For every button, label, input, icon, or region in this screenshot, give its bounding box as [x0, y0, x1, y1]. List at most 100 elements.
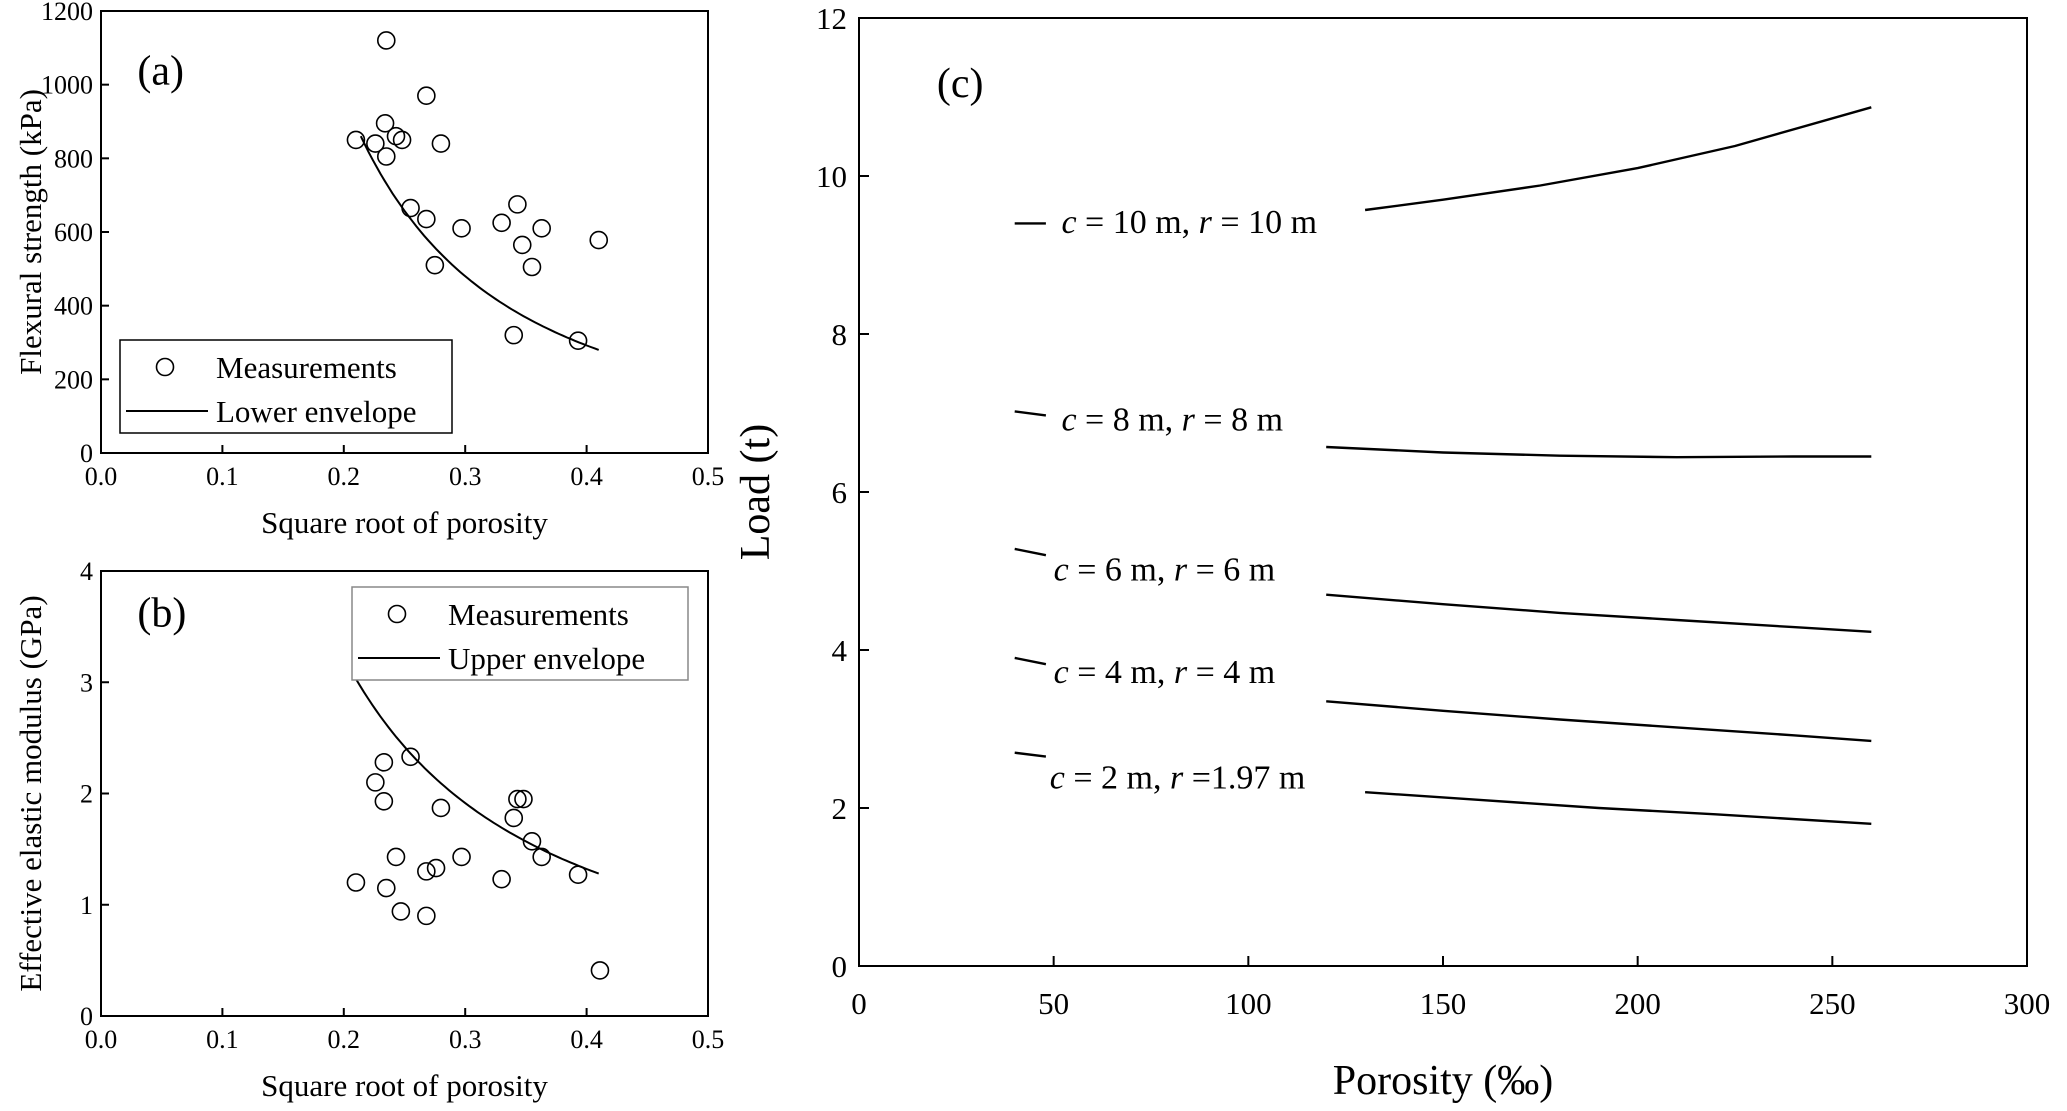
x-tick-label: 0: [851, 986, 867, 1021]
legend-entry-envelope: Lower envelope: [216, 394, 417, 429]
y-tick-label: 3: [80, 668, 93, 697]
load-curve: [1014, 547, 1047, 557]
data-point: [374, 753, 394, 772]
curve-label: c = 2 m, r =1.97 m: [1050, 759, 1306, 796]
x-axis-label: Square root of porosity: [261, 505, 548, 540]
data-point: [431, 134, 451, 153]
data-point: [374, 791, 394, 811]
y-tick-label: 4: [80, 557, 93, 586]
y-tick-label: 0: [832, 949, 848, 984]
data-point: [366, 134, 385, 153]
data-point: [522, 257, 542, 277]
data-point: [504, 325, 524, 345]
y-axis-label: Load (t): [733, 424, 779, 560]
load-curve: [1014, 410, 1047, 417]
curve-label: c = 10 m, r = 10 m: [1061, 204, 1317, 241]
x-tick-label: 0.1: [206, 462, 239, 491]
data-point: [386, 126, 406, 146]
data-point: [417, 906, 436, 926]
load-curve: [1326, 445, 1872, 459]
load-curve: [1014, 656, 1047, 666]
y-tick-label: 6: [832, 475, 848, 510]
data-point: [512, 235, 532, 255]
x-tick-label: 100: [1225, 986, 1272, 1021]
data-point: [492, 213, 511, 233]
load-curve: [1326, 593, 1872, 633]
load-curve: [1364, 106, 1872, 212]
x-tick-label: 50: [1038, 986, 1069, 1021]
curve-label: c = 4 m, r = 4 m: [1054, 654, 1276, 691]
x-tick-label: 0.4: [570, 462, 603, 491]
x-axis-label: Porosity (‰): [1333, 1058, 1554, 1104]
x-tick-label: 0.2: [328, 462, 361, 491]
y-tick-label: 200: [54, 365, 93, 394]
data-point: [508, 195, 527, 214]
data-point: [514, 789, 533, 809]
y-axis-label: Effective elastic modulus (GPa): [13, 595, 48, 991]
load-curve: [1365, 791, 1872, 825]
data-point: [417, 862, 436, 881]
panel-label: (b): [137, 591, 186, 637]
y-tick-label: 4: [832, 633, 848, 668]
data-point: [401, 198, 420, 218]
load-curve: [1014, 751, 1047, 758]
x-tick-label: 250: [1809, 986, 1856, 1021]
data-point: [376, 147, 396, 166]
data-point: [532, 219, 551, 238]
panel-a: 0.0 0.1 0.2 0.3 0.4 0.5 0 200 400 600 800 1000 1200 S…: [13, 0, 724, 540]
x-tick-label: 150: [1420, 986, 1467, 1021]
x-tick-label: 200: [1614, 986, 1661, 1021]
data-point: [417, 209, 436, 229]
x-tick-label: 0.1: [206, 1025, 239, 1054]
y-tick-label: 1200: [41, 0, 93, 26]
legend-entry-envelope: Upper envelope: [448, 641, 645, 676]
x-tick-label: 0.3: [449, 462, 482, 491]
legend-entry-measurements: Measurements: [448, 597, 629, 632]
data-point: [590, 961, 610, 980]
y-tick-label: 0: [80, 439, 93, 468]
y-axis-label: Flexural strength (kPa): [13, 89, 48, 375]
curve-label: c = 6 m, r = 6 m: [1054, 551, 1276, 588]
panel-label: (a): [137, 49, 184, 95]
y-tick-label: 0: [80, 1002, 93, 1031]
data-point: [386, 847, 406, 867]
data-point: [376, 31, 396, 50]
legend-box: [351, 586, 689, 681]
y-tick-label: 600: [54, 218, 93, 247]
x-tick-label: 0.0: [85, 1025, 118, 1054]
x-tick-label: 0.5: [692, 462, 725, 491]
legend: Measurements Lower envelope: [119, 339, 453, 434]
data-point: [426, 858, 446, 878]
data-point: [375, 114, 395, 133]
y-tick-label: 12: [816, 1, 847, 36]
data-point: [366, 773, 385, 792]
curve-label: c = 8 m, r = 8 m: [1061, 401, 1283, 438]
data-point: [425, 255, 445, 275]
data-point: [431, 798, 451, 818]
data-point: [391, 902, 411, 921]
data-point: [346, 130, 366, 150]
x-tick-label: 0.0: [85, 462, 118, 491]
x-tick-label: 300: [2004, 986, 2051, 1021]
data-point: [522, 832, 542, 851]
legend-marker-icon: [155, 357, 175, 377]
data-point: [492, 869, 511, 889]
x-axis-label: Square root of porosity: [261, 1068, 548, 1103]
load-curve: [1326, 700, 1872, 743]
data-point: [504, 808, 524, 828]
x-tick-label: 0.3: [449, 1025, 482, 1054]
envelope-line: [355, 678, 600, 875]
data-point: [589, 230, 609, 250]
y-tick-label: 400: [54, 292, 93, 321]
data-point: [452, 847, 471, 867]
data-point: [532, 847, 551, 867]
data-point: [401, 747, 420, 767]
data-point: [568, 331, 588, 350]
legend-box: [119, 339, 453, 434]
y-tick-label: 10: [816, 159, 847, 194]
data-point: [417, 86, 436, 106]
panel-b: 0.0 0.1 0.2 0.3 0.4 0.5 0 1 2 3 4 Square root of po…: [13, 557, 724, 1103]
legend: Measurements Upper envelope: [351, 586, 689, 681]
data-point: [392, 130, 412, 150]
